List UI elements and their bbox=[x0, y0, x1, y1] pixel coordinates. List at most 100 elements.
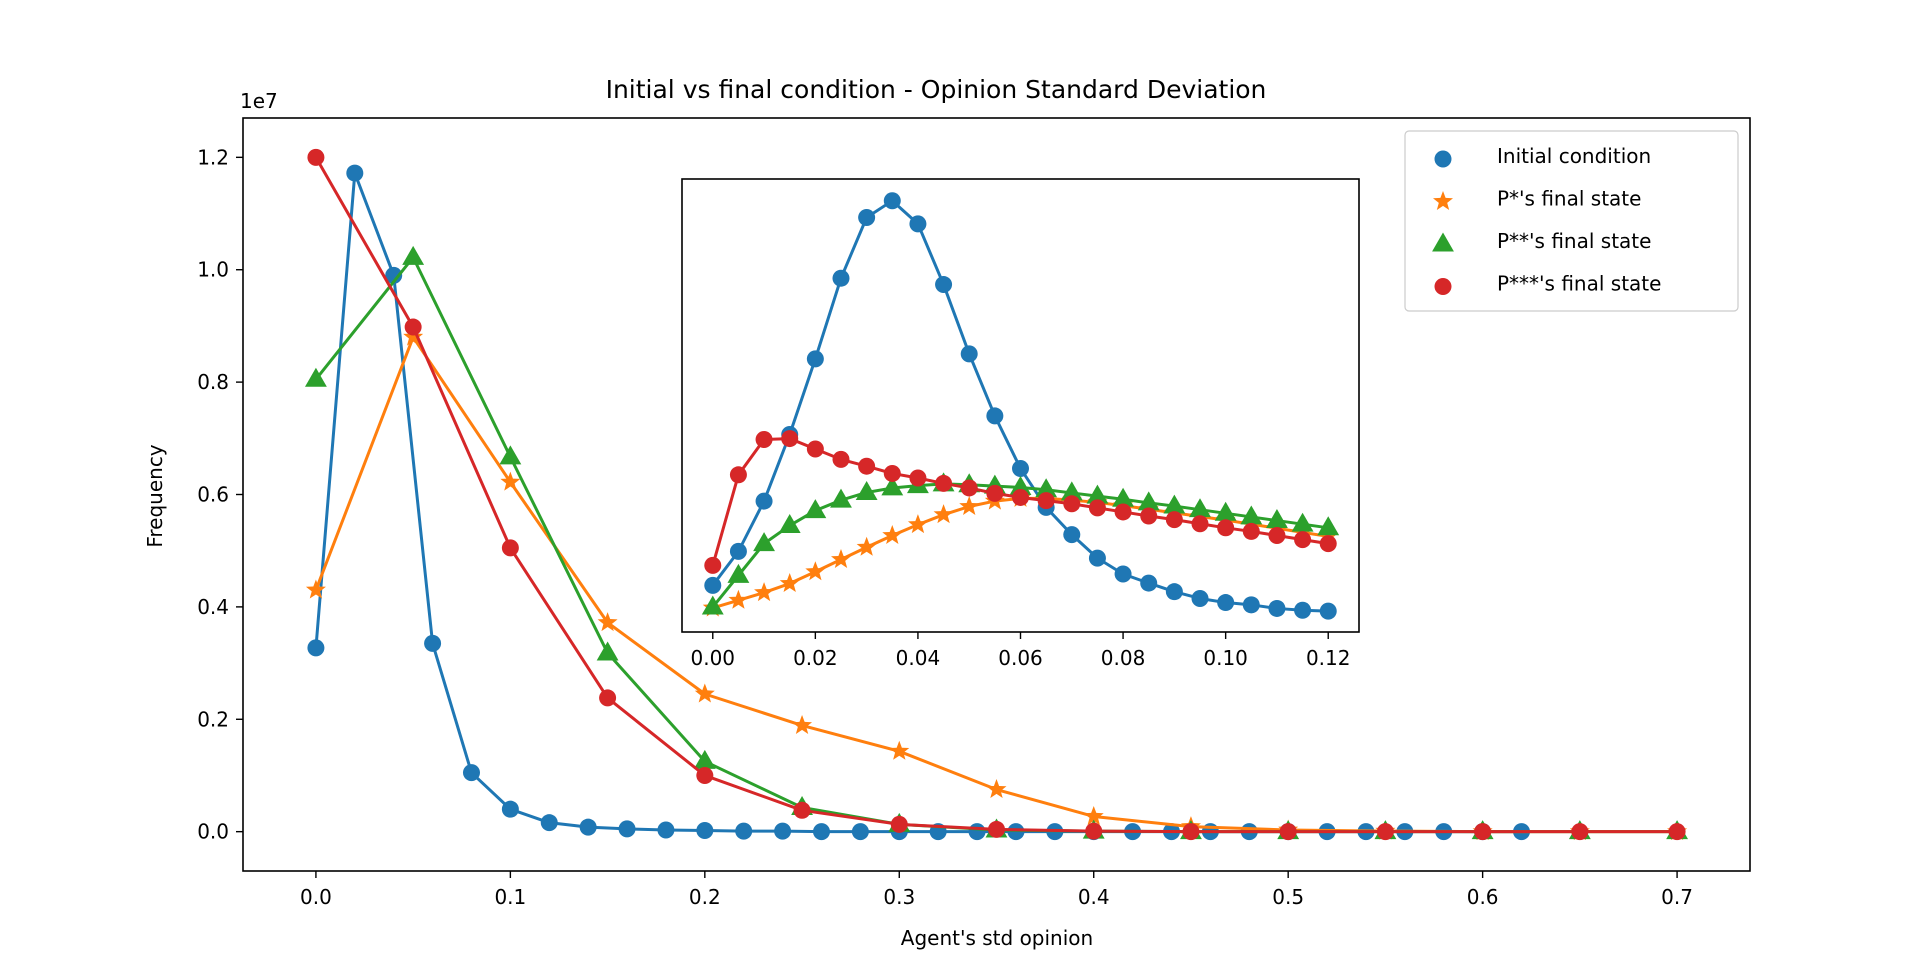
inset-data-point bbox=[883, 192, 901, 210]
inset-data-point bbox=[805, 561, 826, 581]
x-tick-label: 0.3 bbox=[883, 885, 915, 909]
inset-data-point bbox=[1191, 589, 1209, 607]
inset-data-point bbox=[729, 542, 747, 560]
inset-data-point bbox=[855, 480, 878, 500]
inset-data-point bbox=[1240, 505, 1263, 525]
inset-data-point bbox=[1114, 503, 1132, 521]
data-point bbox=[693, 749, 716, 769]
inset-data-point bbox=[1012, 459, 1029, 477]
y-tick-label: 1.2 bbox=[197, 145, 229, 169]
data-point bbox=[305, 579, 326, 599]
y-axis-label: Frequency bbox=[143, 444, 167, 547]
inset-x-tick-label: 0.08 bbox=[1101, 646, 1146, 670]
inset-data-point bbox=[1294, 601, 1312, 619]
inset-data-point bbox=[1266, 509, 1288, 529]
inset-data-point bbox=[831, 549, 851, 569]
x-tick-label: 0.5 bbox=[1272, 885, 1304, 909]
x-axis-label: Agent's std opinion bbox=[901, 926, 1093, 950]
y-tick-label: 0.8 bbox=[197, 370, 229, 394]
inset-x-tick-label: 0.10 bbox=[1203, 646, 1248, 670]
inset-x-tick-label: 0.04 bbox=[896, 646, 941, 670]
inset-data-point bbox=[806, 350, 824, 368]
inset-data-point bbox=[1009, 475, 1032, 495]
legend-item-p-s-final-state: P**'s final state bbox=[1432, 229, 1651, 253]
legend-label: P***'s final state bbox=[1497, 272, 1661, 296]
data-point bbox=[1085, 822, 1103, 840]
inset-data-point bbox=[1035, 478, 1058, 498]
inset-data-point bbox=[909, 215, 927, 233]
data-point bbox=[307, 148, 325, 166]
inset-data-point bbox=[933, 504, 954, 524]
inset-data-point bbox=[728, 589, 749, 609]
inset-data-point bbox=[1140, 574, 1158, 592]
y-tick-label: 0.4 bbox=[197, 595, 229, 619]
inset-data-point bbox=[883, 464, 901, 482]
data-point bbox=[696, 766, 714, 784]
inset-data-point bbox=[1317, 516, 1340, 536]
inset-data-point bbox=[960, 345, 978, 363]
data-point bbox=[988, 820, 1005, 838]
data-point bbox=[889, 740, 910, 760]
legend-label: P**'s final state bbox=[1497, 229, 1651, 253]
data-point bbox=[307, 639, 325, 657]
data-point bbox=[500, 471, 521, 491]
y-tick-label: 0.0 bbox=[197, 820, 229, 844]
inset-series-p-s-final-state bbox=[704, 430, 1337, 574]
inset-data-point bbox=[832, 450, 850, 468]
legend-item-p-s-final-state: P***'s final state bbox=[1434, 272, 1661, 296]
data-point bbox=[579, 818, 597, 836]
y-tick-label: 0.2 bbox=[197, 707, 229, 731]
inset-data-point bbox=[1137, 491, 1160, 511]
inset-data-point bbox=[1217, 594, 1235, 612]
legend-marker bbox=[1432, 232, 1454, 252]
inset-data-point bbox=[935, 474, 953, 492]
inset-data-point bbox=[1291, 512, 1314, 532]
inset-data-point bbox=[1268, 527, 1286, 545]
data-point bbox=[1182, 823, 1200, 841]
inset-data-point bbox=[909, 469, 927, 487]
inset-data-point bbox=[754, 582, 775, 602]
inset-data-point bbox=[1086, 484, 1109, 504]
data-point bbox=[696, 822, 714, 840]
inset-data-point bbox=[858, 209, 876, 227]
data-point bbox=[596, 641, 619, 661]
x-tick-label: 0.0 bbox=[300, 885, 332, 909]
inset-data-point bbox=[881, 476, 904, 496]
data-point bbox=[304, 367, 327, 387]
data-point bbox=[1083, 805, 1104, 825]
inset-data-point bbox=[858, 457, 876, 475]
inset-data-point bbox=[1319, 535, 1337, 553]
data-point bbox=[986, 779, 1007, 799]
x-tick-label: 0.6 bbox=[1467, 885, 1499, 909]
data-point bbox=[774, 822, 792, 840]
inset-data-point bbox=[701, 595, 724, 615]
inset-data-point bbox=[960, 479, 978, 497]
data-point bbox=[793, 801, 811, 819]
data-point bbox=[735, 822, 753, 840]
data-point bbox=[402, 245, 425, 265]
inset-data-point bbox=[1294, 531, 1312, 549]
inset-data-point bbox=[781, 430, 799, 448]
inset-data-point bbox=[882, 525, 903, 545]
inset-x-tick-label: 0.02 bbox=[793, 646, 838, 670]
data-point bbox=[403, 326, 424, 346]
inset-data-point bbox=[1063, 526, 1081, 544]
data-point bbox=[812, 823, 830, 841]
data-point bbox=[851, 823, 869, 841]
inset-background bbox=[682, 179, 1359, 632]
inset-data-point bbox=[779, 573, 800, 593]
data-point bbox=[501, 800, 519, 818]
series-p-s-final-state bbox=[307, 148, 1686, 841]
inset-data-point bbox=[753, 532, 775, 552]
y-tick-label: 0.6 bbox=[197, 483, 229, 507]
data-point bbox=[890, 815, 908, 833]
inset-data-point bbox=[804, 499, 827, 519]
inset-data-point bbox=[704, 576, 722, 594]
inset-data-point bbox=[729, 466, 747, 484]
data-point bbox=[1279, 823, 1297, 841]
inset-x-tick-label: 0.00 bbox=[691, 646, 736, 670]
inset-data-point bbox=[755, 492, 773, 510]
inset-data-point bbox=[1114, 565, 1132, 583]
inset-data-point bbox=[1217, 519, 1235, 537]
